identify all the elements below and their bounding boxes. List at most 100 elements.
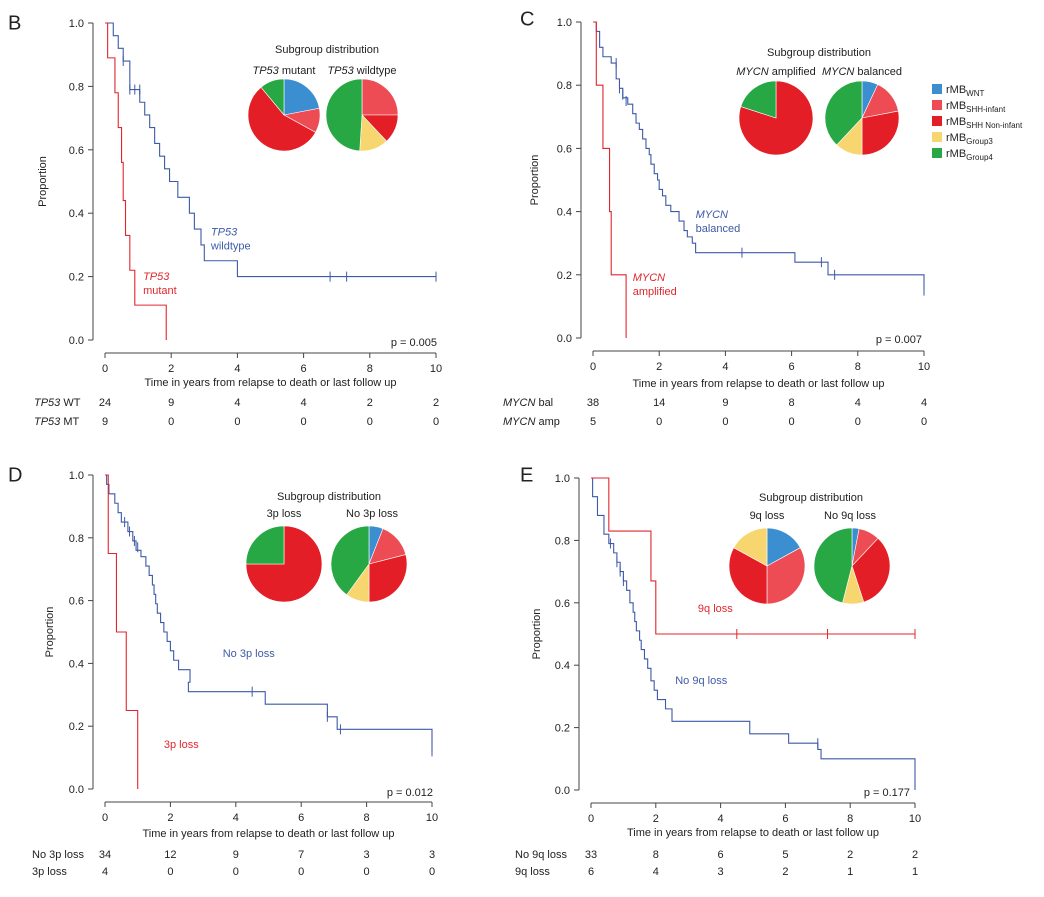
label-part: 3p loss (164, 739, 199, 751)
y-tick-label: 0.2 (557, 270, 572, 282)
legend-swatch (932, 132, 942, 142)
x-axis-title: Time in years from relapse to death or l… (144, 377, 396, 389)
risk-row-label: MYCN bal (503, 397, 553, 409)
panel-letter: D (8, 464, 22, 486)
curve-label-line2: balanced (696, 223, 741, 235)
label-part: MYCN (503, 416, 535, 428)
p-value: p = 0.177 (864, 787, 910, 799)
x-tick-label: 8 (367, 363, 373, 375)
x-tick-label: 6 (298, 812, 304, 824)
risk-row-label: TP53 WT (34, 397, 81, 409)
risk-value: 8 (653, 849, 659, 861)
curve-label: TP53 (211, 226, 238, 238)
label-part: MYCN (736, 66, 768, 78)
x-tick-label: 4 (718, 813, 724, 825)
risk-value: 5 (782, 849, 788, 861)
label-part: No 3p loss (346, 508, 398, 520)
legend-prefix: rMB (946, 116, 966, 128)
label-part: MT (60, 416, 79, 428)
label-part: mutant (279, 65, 316, 77)
x-tick-label: 2 (653, 813, 659, 825)
panel-d: D 0.0 0.2 0.4 0.6 0.8 1.0 0 2 4 6 8 10 Time in years … (8, 464, 438, 878)
risk-value: 0 (167, 866, 173, 878)
panel-letter: E (520, 464, 533, 486)
risk-value: 6 (588, 866, 594, 878)
p-value: p = 0.005 (391, 337, 437, 349)
label-part: MYCN (633, 272, 665, 284)
risk-value: 0 (301, 416, 307, 428)
pie-slice-group4 (813, 527, 853, 604)
pie-label: TP53 wildtype (327, 65, 396, 77)
km-curve-1 (591, 477, 915, 635)
y-tick-label: 0.6 (557, 143, 572, 155)
km-curve-1 (593, 21, 627, 338)
legend-label: rMBGroup4 (946, 148, 993, 162)
risk-value: 6 (718, 849, 724, 861)
label-part: wildtype (354, 65, 397, 77)
km-curve-0 (105, 22, 436, 278)
panel-letter: C (520, 8, 534, 30)
km-curve-1 (105, 474, 139, 789)
risk-value: 4 (653, 866, 659, 878)
risk-value: 4 (855, 397, 861, 409)
y-tick-label: 0.0 (69, 335, 84, 347)
pie-label: No 3p loss (346, 508, 398, 520)
risk-value: 3 (718, 866, 724, 878)
x-tick-label: 4 (233, 812, 239, 824)
pie-title: Subgroup distribution (767, 47, 871, 59)
legend-prefix: rMB (946, 148, 966, 160)
risk-row-label: No 9q loss (515, 849, 567, 861)
risk-value: 0 (789, 416, 795, 428)
x-axis-title: Time in years from relapse to death or l… (627, 827, 879, 839)
risk-value: 0 (921, 416, 927, 428)
x-tick-label: 8 (847, 813, 853, 825)
legend-label: rMBWNT (946, 84, 985, 98)
label-part: balanced (854, 66, 902, 78)
y-tick-label: 0.8 (69, 81, 84, 93)
risk-value: 0 (168, 416, 174, 428)
risk-value: 2 (782, 866, 788, 878)
pie-slice-group4 (824, 80, 863, 146)
label-part: TP53 (34, 416, 61, 428)
risk-value: 8 (789, 397, 795, 409)
pie-slice-group4 (325, 78, 363, 152)
y-tick-label: 0.8 (555, 535, 570, 547)
pie-label: 3p loss (267, 508, 302, 520)
label-part: No 9q loss (515, 849, 567, 861)
risk-value: 2 (433, 397, 439, 409)
x-tick-label: 6 (789, 361, 795, 373)
x-tick-label: 2 (168, 363, 174, 375)
label-part: MYCN (503, 397, 535, 409)
pie-slice-shh_noninfant (245, 525, 323, 603)
curve-label: 9q loss (698, 603, 733, 615)
label-part: MYCN (822, 66, 854, 78)
x-tick-label: 0 (102, 812, 108, 824)
y-tick-label: 0.8 (557, 80, 572, 92)
pie-label: No 9q loss (824, 510, 876, 522)
x-tick-label: 10 (909, 813, 921, 825)
label-part: TP53 (211, 226, 238, 238)
risk-row-label: MYCN amp (503, 416, 560, 428)
pie-slice-group3 (733, 527, 768, 567)
y-tick-label: 0.0 (557, 333, 572, 345)
risk-value: 2 (847, 849, 853, 861)
legend-sub: Group4 (966, 153, 993, 162)
legend-swatch (932, 148, 942, 158)
label-part: 9q loss (698, 603, 733, 615)
label-part: bal (535, 397, 553, 409)
risk-value: 2 (912, 849, 918, 861)
curve-label: MYCN (633, 272, 665, 284)
y-axis-title: Proportion (531, 609, 543, 660)
y-tick-label: 0.0 (69, 784, 84, 796)
x-tick-label: 8 (855, 361, 861, 373)
x-tick-label: 4 (722, 361, 728, 373)
y-axis-title: Proportion (37, 156, 49, 207)
label-part: No 3p loss (32, 849, 84, 861)
risk-value: 3 (364, 849, 370, 861)
label-part: 3p loss (32, 866, 67, 878)
pie-title: Subgroup distribution (759, 492, 863, 504)
curve-label: 3p loss (164, 739, 199, 751)
risk-value: 14 (653, 397, 665, 409)
